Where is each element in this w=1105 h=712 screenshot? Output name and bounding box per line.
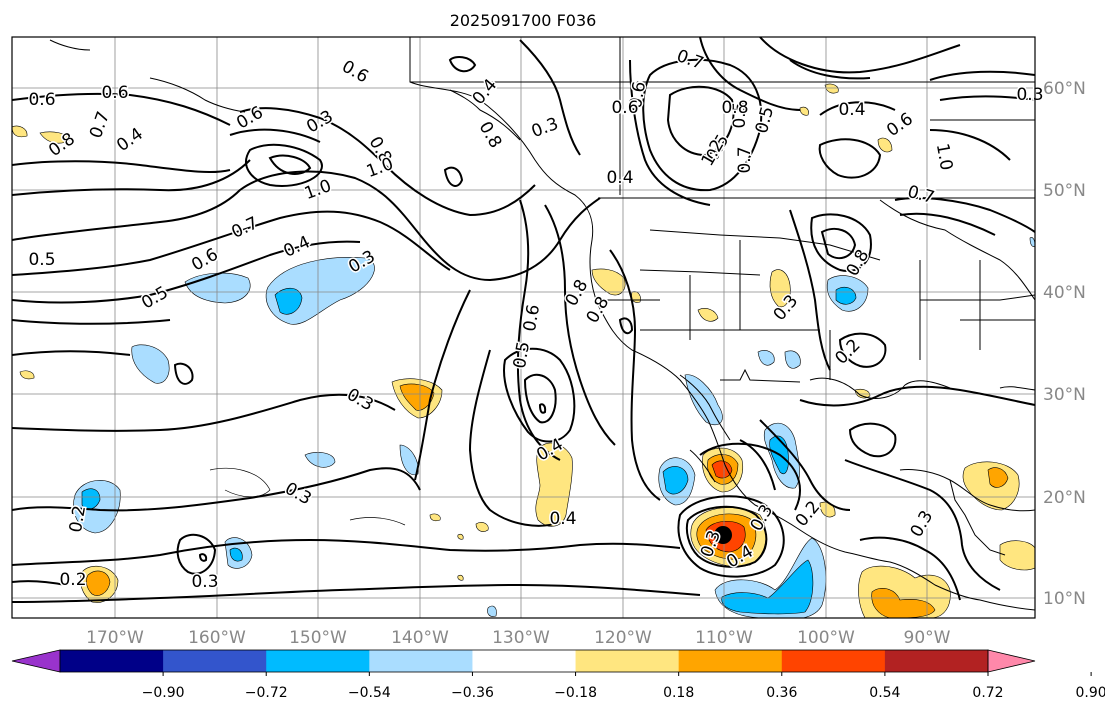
latitude-label: 20°N <box>1043 488 1086 508</box>
colorbar-tick-label: −0.18 <box>554 685 597 701</box>
contour-label: 0.5 <box>28 250 55 270</box>
latitude-label: 10°N <box>1043 589 1086 609</box>
contour-label: 0.5 <box>730 101 750 128</box>
longitude-label: 130°W <box>492 628 550 648</box>
colorbar-segment <box>472 650 577 672</box>
longitude-label: 140°W <box>391 628 449 648</box>
colorbar-segment <box>575 650 680 672</box>
longitude-label: 110°W <box>695 628 753 648</box>
contour-label: 0.6 <box>520 303 544 333</box>
contour-label: 0.4 <box>549 509 576 529</box>
map-border <box>11 36 1036 619</box>
colorbar-tick-label: 0.18 <box>663 685 694 701</box>
contour-label: 0.6 <box>626 80 650 110</box>
contour-label: 0.4 <box>606 168 633 188</box>
colorbar-tick-label: 0.36 <box>766 685 797 701</box>
longitude-label: 120°W <box>594 628 652 648</box>
colorbar-segment <box>266 650 370 672</box>
colorbar-extend-high <box>987 649 1036 673</box>
contour-label: 0.6 <box>28 90 55 110</box>
colorbar-segment <box>678 650 783 672</box>
contour-label: 0.8 <box>721 98 748 118</box>
longitude-label: 150°W <box>289 628 347 648</box>
cyclone-center-marker <box>714 526 732 544</box>
longitude-label: 100°W <box>797 628 855 648</box>
colorbar-tick-label: −0.54 <box>348 685 391 701</box>
contour-label: 0.6 <box>611 98 638 118</box>
latitude-label: 30°N <box>1043 385 1086 405</box>
colorbar-tick-label: −0.90 <box>142 685 185 701</box>
coastlines <box>49 37 1035 611</box>
colorbar-tick-label: −0.36 <box>451 685 494 701</box>
positive-shading <box>12 83 1035 618</box>
latitude-label: 40°N <box>1043 283 1086 303</box>
colorbar-segment <box>60 650 164 672</box>
latitude-labels: 60°N 50°N 40°N 30°N 20°N 10°N <box>1043 79 1086 609</box>
colorbar-segment <box>163 650 267 672</box>
contour-label: 0.2 <box>59 570 86 590</box>
colorbar-segment <box>369 650 473 672</box>
contour-label: 0.5 <box>510 340 534 370</box>
longitude-label: 170°W <box>86 628 144 648</box>
contour-label: 0.3 <box>1016 85 1043 105</box>
colorbar-tick-label: 0.72 <box>972 685 1003 701</box>
colorbar-tick-label: −0.72 <box>245 685 288 701</box>
latitude-label: 60°N <box>1043 79 1086 99</box>
colorbar-segment <box>781 650 886 672</box>
longitude-label: 160°W <box>188 628 246 648</box>
colorbar-extend-low <box>11 649 61 673</box>
map-title: 2025091700 F036 <box>450 11 597 30</box>
thin-contours <box>209 467 406 526</box>
colorbar-segment <box>884 650 989 672</box>
contour-label: 0.3 <box>191 572 218 592</box>
longitude-label: 90°W <box>904 628 951 648</box>
contour-label: 0.7 <box>735 146 755 173</box>
colorbar-tick-label: 0.54 <box>869 685 900 701</box>
latitude-label: 50°N <box>1043 181 1086 201</box>
longitude-labels: 170°W 160°W 150°W 140°W 130°W 120°W 110°W 100°W… <box>86 628 951 648</box>
contour-lines <box>12 37 1035 603</box>
colorbar-tick-labels: −0.90 −0.72 −0.54 −0.36 −0.18 0.18 0.36 0.54 0.7… <box>142 672 1105 701</box>
contour-label: 0.2 <box>66 504 90 534</box>
colorbar <box>11 649 1036 673</box>
map-area <box>12 37 1035 618</box>
contour-label: 0.6 <box>101 83 128 103</box>
colorbar-tick-label: 0.90 <box>1076 685 1105 701</box>
contour-label: 0.4 <box>838 100 865 120</box>
